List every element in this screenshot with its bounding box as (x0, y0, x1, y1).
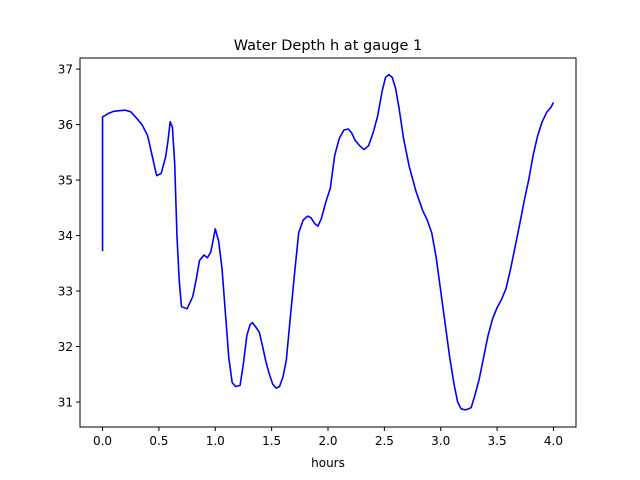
y-tick-label: 36 (58, 118, 73, 132)
x-tick-label: 0.0 (93, 434, 112, 448)
x-tick-label: 4.0 (544, 434, 563, 448)
chart-title: Water Depth h at gauge 1 (234, 38, 422, 54)
x-tick-label: 3.0 (431, 434, 450, 448)
x-tick-label: 3.5 (488, 434, 507, 448)
x-tick-label: 2.0 (318, 434, 337, 448)
y-tick-label: 35 (58, 174, 73, 188)
y-tick-label: 32 (58, 340, 73, 354)
y-tick-label: 37 (58, 63, 73, 77)
y-tick-label: 33 (58, 285, 73, 299)
x-tick-label: 0.5 (149, 434, 168, 448)
y-tick-label: 31 (58, 396, 73, 410)
x-tick-label: 1.5 (262, 434, 281, 448)
x-axis-label: hours (311, 456, 345, 470)
x-tick-label: 1.0 (206, 434, 225, 448)
y-tick-label: 34 (58, 229, 73, 243)
x-tick-label: 2.5 (375, 434, 394, 448)
series-line-0 (101, 73, 555, 411)
